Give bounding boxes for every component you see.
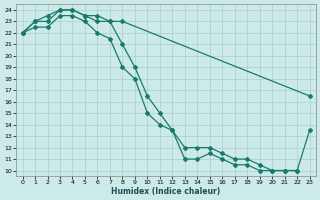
X-axis label: Humidex (Indice chaleur): Humidex (Indice chaleur) [111, 187, 221, 196]
